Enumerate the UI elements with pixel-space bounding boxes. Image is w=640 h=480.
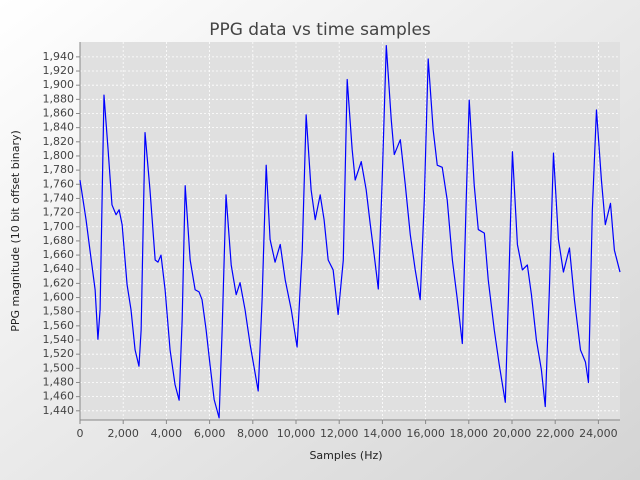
chart-title: PPG data vs time samples <box>209 20 431 40</box>
y-tick-label: 1,500 <box>43 361 75 374</box>
y-tick-label: 1,840 <box>43 121 75 134</box>
y-tick-label: 1,800 <box>43 149 75 162</box>
y-tick-label: 1,760 <box>43 177 75 190</box>
x-tick-label: 20,000 <box>493 427 532 440</box>
y-tick-label: 1,900 <box>43 78 75 91</box>
y-tick-label: 1,940 <box>43 50 75 63</box>
x-tick-label: 10,000 <box>277 427 316 440</box>
y-tick-label: 1,440 <box>43 404 75 417</box>
y-tick-label: 1,700 <box>43 220 75 233</box>
y-tick-label: 1,660 <box>43 248 75 261</box>
x-tick-label: 8,000 <box>237 427 269 440</box>
x-tick-label: 0 <box>77 427 84 440</box>
x-tick-label: 16,000 <box>406 427 445 440</box>
y-tick-label: 1,560 <box>43 319 75 332</box>
y-tick-label: 1,620 <box>43 276 75 289</box>
y-axis-label: PPG magnitude (10 bit offset binary) <box>9 130 22 332</box>
x-tick-label: 6,000 <box>194 427 226 440</box>
data-line <box>79 44 621 419</box>
y-tick-label: 1,920 <box>43 64 75 77</box>
y-tick-label: 1,540 <box>43 333 75 346</box>
x-tick-label: 12,000 <box>320 427 359 440</box>
y-tick-label: 1,640 <box>43 262 75 275</box>
y-tick-label: 1,580 <box>43 305 75 318</box>
plot-area <box>80 42 620 420</box>
y-tick-label: 1,780 <box>43 163 75 176</box>
y-tick-label: 1,740 <box>43 191 75 204</box>
y-tick-label: 1,860 <box>43 106 75 119</box>
x-tick-label: 18,000 <box>450 427 489 440</box>
x-tick-label: 2,000 <box>107 427 139 440</box>
x-tick-label: 22,000 <box>536 427 575 440</box>
y-tick-label: 1,600 <box>43 291 75 304</box>
y-tick-label: 1,480 <box>43 375 75 388</box>
y-tick-label: 1,720 <box>43 206 75 219</box>
x-tick-label: 24,000 <box>579 427 618 440</box>
y-tick-label: 1,880 <box>43 92 75 105</box>
x-tick-label: 4,000 <box>151 427 183 440</box>
y-tick-label: 1,460 <box>43 390 75 403</box>
x-axis-label: Samples (Hz) <box>309 449 382 462</box>
y-tick-label: 1,520 <box>43 347 75 360</box>
y-tick-label: 1,680 <box>43 234 75 247</box>
x-tick-label: 14,000 <box>363 427 402 440</box>
y-tick-label: 1,820 <box>43 135 75 148</box>
